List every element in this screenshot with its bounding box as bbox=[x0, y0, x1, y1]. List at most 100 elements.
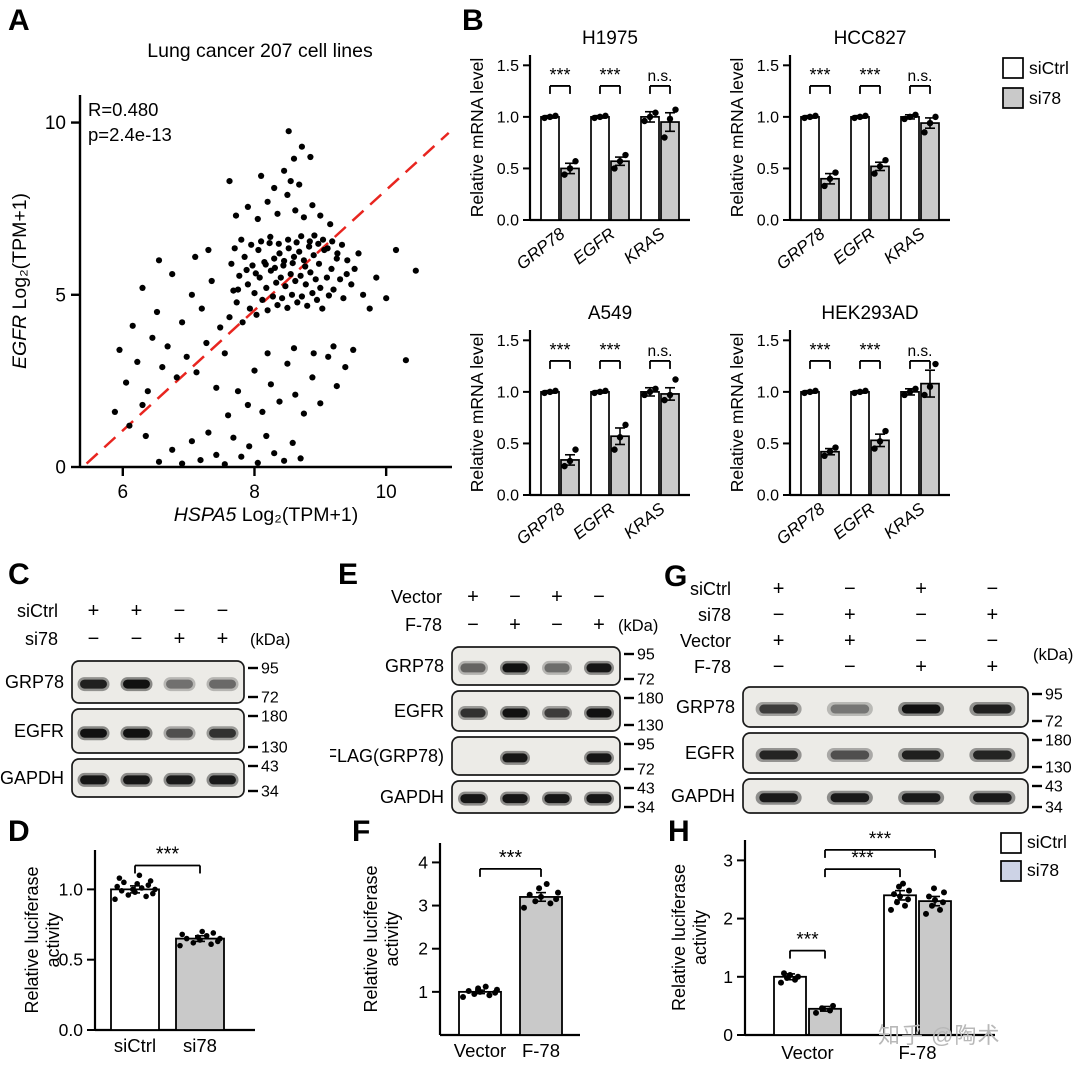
condition-symbol: − bbox=[467, 614, 479, 636]
data-point bbox=[536, 885, 543, 892]
blot-band bbox=[759, 750, 798, 760]
blot-band bbox=[544, 708, 570, 718]
scatter-point bbox=[129, 322, 136, 329]
blot-name: GAPDH bbox=[0, 768, 64, 788]
data-point bbox=[932, 896, 938, 903]
scatter-point bbox=[333, 255, 340, 262]
scatter-point bbox=[328, 265, 335, 272]
legend-swatch bbox=[1002, 87, 1024, 109]
marker-label: 43 bbox=[637, 781, 655, 798]
scatter-point bbox=[226, 314, 233, 321]
sig-label: *** bbox=[549, 65, 570, 85]
scatter-point bbox=[149, 334, 156, 341]
x-category-label: KRAS bbox=[880, 499, 929, 543]
blot-name: GRP78 bbox=[676, 697, 735, 717]
scatter-point bbox=[255, 246, 262, 254]
scatter-point bbox=[241, 253, 248, 260]
blot-name: GAPDH bbox=[671, 786, 735, 806]
scatter-point bbox=[179, 319, 186, 326]
panel-h-figure: 0 1 2 3 Relative luciferase activity Vector F-7… bbox=[669, 829, 1067, 1063]
scatter-point bbox=[342, 364, 349, 371]
scatter-point bbox=[279, 295, 286, 302]
condition-symbol: + bbox=[593, 614, 605, 636]
condition-symbol: − bbox=[987, 630, 999, 652]
scatter-point bbox=[155, 458, 163, 465]
data-point bbox=[541, 389, 548, 397]
scatter-point bbox=[253, 311, 260, 318]
data-point bbox=[821, 452, 828, 460]
data-point bbox=[876, 163, 884, 170]
blot-band bbox=[586, 708, 612, 718]
scatter-point bbox=[307, 153, 314, 161]
p-value: p=2.4e-13 bbox=[88, 124, 172, 145]
y-axis-label: Relative mRNA level bbox=[467, 333, 487, 493]
scatter-point bbox=[343, 271, 350, 278]
legend-label: siCtrl bbox=[1027, 832, 1067, 852]
data-point bbox=[561, 462, 568, 470]
blot-band bbox=[502, 794, 528, 804]
data-point bbox=[876, 438, 884, 445]
x-category-label: GRP78 bbox=[513, 224, 569, 274]
scatter-point bbox=[325, 353, 332, 360]
blot-band bbox=[460, 663, 486, 673]
blot-band bbox=[123, 728, 150, 738]
scatter-point bbox=[344, 257, 351, 264]
blot-band bbox=[80, 728, 107, 738]
blot-band bbox=[123, 775, 150, 785]
scatter-point bbox=[392, 246, 400, 254]
scatter-point bbox=[213, 451, 220, 458]
y-axis-label: Relative mRNA level bbox=[727, 58, 747, 218]
x-category-label: F-78 bbox=[522, 1040, 560, 1061]
sig-label: n.s. bbox=[648, 68, 673, 85]
marker-label: 130 bbox=[261, 740, 288, 757]
x-category-label: KRAS bbox=[880, 224, 929, 268]
bar bbox=[883, 894, 917, 1036]
x-category-label: GRP78 bbox=[773, 499, 829, 549]
blot-band bbox=[166, 679, 193, 689]
y-axis-label: Relative luciferase bbox=[361, 865, 381, 1012]
data-point bbox=[901, 115, 908, 123]
data-point bbox=[906, 113, 914, 121]
scatter-point bbox=[309, 374, 316, 381]
legend-swatch bbox=[1000, 832, 1022, 854]
marker-label: 180 bbox=[1045, 733, 1072, 750]
panel-h-barchart: 0 1 2 3 Relative luciferase activity Vector F-7… bbox=[645, 825, 1080, 1073]
scatter-point bbox=[292, 391, 299, 398]
blot-band bbox=[163, 677, 196, 692]
marker-label: 43 bbox=[1045, 779, 1063, 796]
panel-d-barchart: 0.0 0.5 1.0 Relative luciferase activity siCt… bbox=[0, 825, 340, 1073]
scatter-point bbox=[276, 398, 283, 405]
scatter-point bbox=[244, 401, 251, 409]
scatter-point bbox=[251, 367, 258, 374]
bar bbox=[900, 116, 920, 221]
bar bbox=[540, 391, 560, 496]
data-point bbox=[546, 388, 554, 396]
scatter-point bbox=[258, 238, 265, 245]
data-point bbox=[781, 970, 787, 977]
condition-name: Vector bbox=[391, 587, 442, 607]
data-point bbox=[130, 886, 136, 893]
marker-label: 34 bbox=[637, 800, 655, 817]
data-point bbox=[871, 170, 878, 177]
data-point bbox=[616, 434, 624, 441]
data-point bbox=[538, 893, 544, 900]
data-point bbox=[591, 114, 598, 122]
sig-label: n.s. bbox=[648, 343, 673, 360]
y-tick-label: 0.5 bbox=[59, 950, 83, 970]
scatter-point bbox=[236, 272, 243, 279]
blot-band bbox=[502, 663, 528, 673]
scatter-point bbox=[217, 324, 224, 331]
data-point bbox=[203, 932, 210, 939]
y-tick-label: 10 bbox=[45, 113, 66, 134]
scatter-point bbox=[307, 269, 314, 276]
scatter-point bbox=[297, 272, 304, 279]
blot-band bbox=[586, 663, 612, 673]
scatter-point bbox=[315, 240, 322, 247]
data-point bbox=[208, 941, 214, 948]
blot-band bbox=[759, 793, 798, 803]
scatter-point bbox=[317, 284, 324, 291]
marker-label: 180 bbox=[637, 691, 664, 708]
data-point bbox=[532, 898, 539, 905]
blot-band bbox=[759, 704, 798, 714]
watermark: 知乎 @陶术 bbox=[878, 1023, 1001, 1048]
